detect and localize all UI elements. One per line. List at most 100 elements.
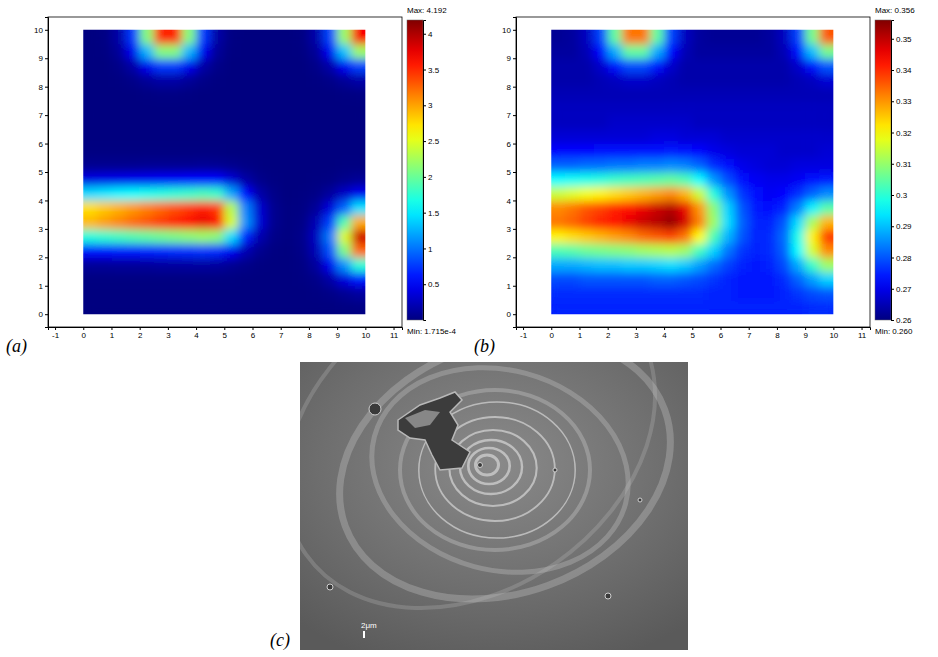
heatmap-cell bbox=[664, 172, 679, 187]
heatmap-cell bbox=[579, 186, 594, 201]
heatmap-cell bbox=[819, 144, 833, 159]
heatmap-cell bbox=[111, 186, 126, 201]
heatmap-cell bbox=[551, 243, 566, 258]
heatmap-cell bbox=[154, 215, 169, 230]
heatmap-cell bbox=[182, 286, 197, 301]
heatmap-cell bbox=[565, 215, 580, 230]
heatmap-cell bbox=[337, 243, 352, 258]
heatmap-cell bbox=[168, 215, 183, 230]
heatmap-cell bbox=[154, 87, 169, 102]
heatmap-cell bbox=[692, 101, 707, 116]
heatmap-cell bbox=[721, 115, 736, 130]
debris bbox=[398, 392, 470, 470]
tick-label: 0.33 bbox=[896, 97, 912, 106]
tick-label: 1.5 bbox=[428, 209, 440, 218]
heatmap-cell bbox=[791, 58, 806, 73]
heatmap-cell bbox=[721, 172, 736, 187]
tick: 0.32 bbox=[891, 129, 912, 138]
heatmap-cell bbox=[281, 44, 296, 59]
heatmap-cell bbox=[337, 300, 352, 314]
heatmap-cell bbox=[238, 87, 253, 102]
tick: -1 bbox=[52, 327, 60, 340]
heatmap-cell bbox=[182, 87, 197, 102]
tick-label: 1 bbox=[110, 331, 115, 340]
heatmap-cell bbox=[182, 115, 197, 130]
heatmap-cell bbox=[140, 72, 155, 87]
heatmap-cell bbox=[735, 44, 750, 59]
heatmap-cell bbox=[819, 257, 833, 272]
tick: 4 bbox=[662, 327, 667, 340]
tick: 0.27 bbox=[891, 285, 912, 294]
heatmap-cell bbox=[351, 243, 365, 258]
heatmap-cell bbox=[791, 300, 806, 314]
heatmap-cell bbox=[97, 129, 112, 144]
tick-mark bbox=[224, 327, 225, 330]
tick-mark bbox=[721, 327, 722, 330]
debris bbox=[405, 410, 440, 428]
heatmap-cell bbox=[749, 101, 764, 116]
heatmap-cell bbox=[692, 158, 707, 173]
tick-mark bbox=[513, 172, 516, 173]
heatmap-cell bbox=[706, 200, 721, 215]
heatmap-cell bbox=[337, 58, 352, 73]
heatmap-cell bbox=[749, 87, 764, 102]
tick-label: 7 bbox=[747, 331, 752, 340]
heatmap-cell bbox=[224, 44, 239, 59]
heatmap-cell bbox=[295, 129, 310, 144]
heatmap-cell bbox=[351, 158, 365, 173]
heatmap-cell bbox=[337, 272, 352, 287]
heatmap-cell bbox=[210, 257, 225, 272]
heatmap-cell bbox=[749, 115, 764, 130]
heatmap-cell bbox=[140, 44, 155, 59]
heatmap-cell bbox=[253, 229, 268, 244]
tick-mark bbox=[45, 115, 48, 116]
tick-mark bbox=[513, 30, 516, 31]
tick-mark bbox=[45, 229, 48, 230]
heatmap-cell bbox=[97, 172, 112, 187]
heatmap-cell bbox=[664, 257, 679, 272]
heatmap-cell bbox=[551, 44, 566, 59]
heatmap-cell bbox=[154, 172, 169, 187]
heatmap-cell bbox=[281, 115, 296, 130]
heatmap-cell bbox=[664, 158, 679, 173]
axis-line bbox=[424, 21, 427, 321]
heatmap-cell bbox=[295, 229, 310, 244]
heatmap-cell bbox=[650, 300, 665, 314]
heatmap-cell bbox=[791, 272, 806, 287]
heatmap-cell bbox=[608, 257, 623, 272]
heatmap-cell bbox=[83, 272, 98, 287]
tick: 3.5 bbox=[423, 66, 440, 75]
heatmap-cell bbox=[224, 286, 239, 301]
heatmap-cell bbox=[323, 101, 338, 116]
heatmap-cell bbox=[650, 215, 665, 230]
heatmap-cell bbox=[777, 158, 792, 173]
heatmap-cell bbox=[565, 44, 580, 59]
heatmap-cell bbox=[706, 58, 721, 73]
tick: 9 bbox=[39, 54, 48, 63]
heatmap-cell bbox=[281, 172, 296, 187]
heatmap-cell bbox=[295, 300, 310, 314]
heatmap-cell bbox=[238, 72, 253, 87]
heatmap-cell bbox=[196, 186, 211, 201]
heatmap-cell bbox=[210, 72, 225, 87]
heatmap-cell bbox=[636, 144, 651, 159]
heatmap-cell bbox=[323, 172, 338, 187]
tick-label: 0 bbox=[39, 310, 44, 319]
heatmap-cell bbox=[140, 58, 155, 73]
tick-label: 3 bbox=[634, 331, 639, 340]
tick: 0.34 bbox=[891, 66, 912, 75]
heatmap-cell bbox=[182, 158, 197, 173]
heatmap-cell bbox=[351, 115, 365, 130]
heatmap-cell bbox=[735, 129, 750, 144]
tick-mark bbox=[45, 257, 48, 258]
heatmap-cell bbox=[721, 101, 736, 116]
heatmap-cell bbox=[594, 200, 609, 215]
heatmap-cell bbox=[565, 158, 580, 173]
panel: -1012345678910110123456789100.511.522.53… bbox=[6, 6, 456, 357]
tick: 2 bbox=[606, 327, 611, 340]
heatmap-cell bbox=[594, 286, 609, 301]
tick: 0 bbox=[39, 310, 48, 319]
tick-label: 4 bbox=[428, 30, 433, 39]
heatmap-cell bbox=[678, 172, 693, 187]
tick-label: 0.3 bbox=[896, 191, 908, 200]
